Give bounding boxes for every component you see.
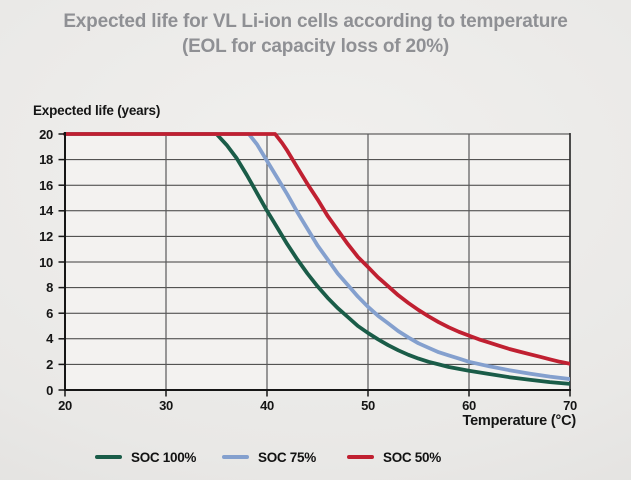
legend-swatch xyxy=(222,455,249,459)
legend-label: SOC 100% xyxy=(131,449,197,465)
legend-label: SOC 75% xyxy=(258,449,316,465)
x-tick-label: 70 xyxy=(563,398,577,413)
y-tick-label: 4 xyxy=(46,331,53,347)
series-line-soc-100- xyxy=(63,132,570,386)
legend-item-soc-50-: SOC 50% xyxy=(347,447,441,467)
chart-title: Expected life for VL Li-ion cells accord… xyxy=(63,11,568,32)
y-tick-label: 14 xyxy=(39,203,53,219)
series-line-soc-50- xyxy=(63,132,570,366)
legend-label: SOC 50% xyxy=(383,449,441,465)
series-line-soc-75- xyxy=(63,132,570,381)
y-tick-label: 20 xyxy=(39,126,53,142)
y-tick-label: 8 xyxy=(46,280,53,296)
y-tick-label: 12 xyxy=(39,228,53,244)
chart-title-block: Expected life for VL Li-ion cells accord… xyxy=(0,9,631,59)
y-tick-label: 0 xyxy=(46,382,53,398)
x-tick-label: 50 xyxy=(361,398,375,413)
x-axis-title: Temperature (°C) xyxy=(462,413,576,429)
legend-swatch xyxy=(95,455,122,459)
legend-swatch xyxy=(347,455,374,459)
legend-item-soc-100-: SOC 100% xyxy=(95,447,196,467)
x-tick-label: 40 xyxy=(260,398,274,413)
y-tick-label: 18 xyxy=(39,152,53,168)
y-tick-label: 6 xyxy=(46,305,53,321)
x-tick-label: 60 xyxy=(462,398,476,413)
y-tick-label: 10 xyxy=(39,254,53,270)
x-tick-label: 20 xyxy=(58,398,72,413)
legend-item-soc-75-: SOC 75% xyxy=(222,447,316,467)
y-tick-label: 2 xyxy=(46,356,53,372)
x-tick-label: 30 xyxy=(159,398,173,413)
y-axis-title: Expected life (years) xyxy=(33,103,161,118)
chart-subtitle: (EOL for capacity loss of 20%) xyxy=(181,36,450,57)
y-tick-label: 16 xyxy=(39,177,53,193)
